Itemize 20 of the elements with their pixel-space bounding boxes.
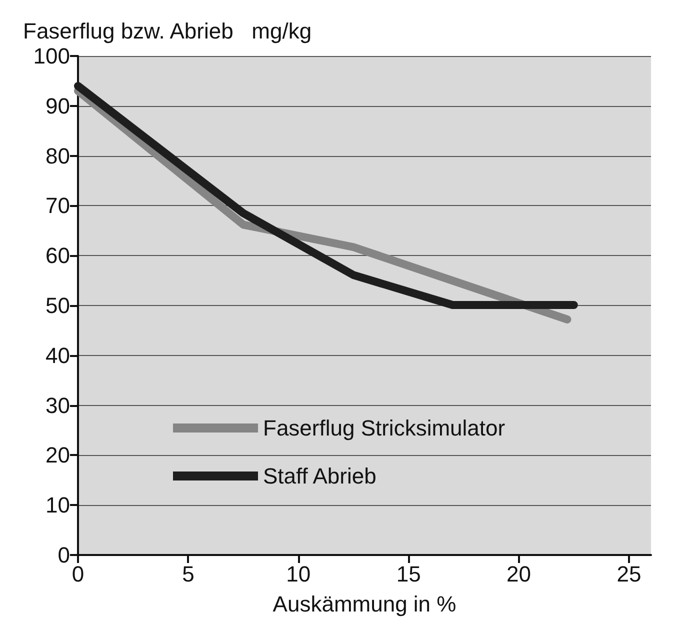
- y-tick-label: 50: [46, 293, 70, 318]
- y-tick-label: 60: [46, 243, 70, 268]
- x-tick-label: 5: [182, 562, 194, 586]
- y-tick-label: 30: [46, 392, 70, 418]
- legend-label: Faserflug Stricksimulator: [263, 416, 506, 440]
- y-tick-label: 80: [46, 143, 70, 168]
- x-axis-title: Auskämmung in %: [272, 592, 456, 616]
- x-tick-label: 25: [616, 562, 642, 586]
- y-axis-title: Faserflug bzw. Abrieb mg/kg: [23, 18, 312, 44]
- y-tick-label: 10: [46, 492, 70, 518]
- y-tick-label: 0: [58, 542, 70, 568]
- x-tick-label: 10: [286, 562, 311, 586]
- y-tick-label: 100: [33, 44, 70, 68]
- y-tick-label: 40: [46, 342, 70, 368]
- x-tick-label: 20: [506, 562, 532, 586]
- y-tick-label: 70: [46, 193, 70, 218]
- x-tick-label: 15: [396, 562, 421, 586]
- legend-label: Staff Abrieb: [263, 464, 376, 488]
- y-tick-label: 20: [46, 442, 70, 468]
- y-tick-label: 90: [46, 93, 70, 118]
